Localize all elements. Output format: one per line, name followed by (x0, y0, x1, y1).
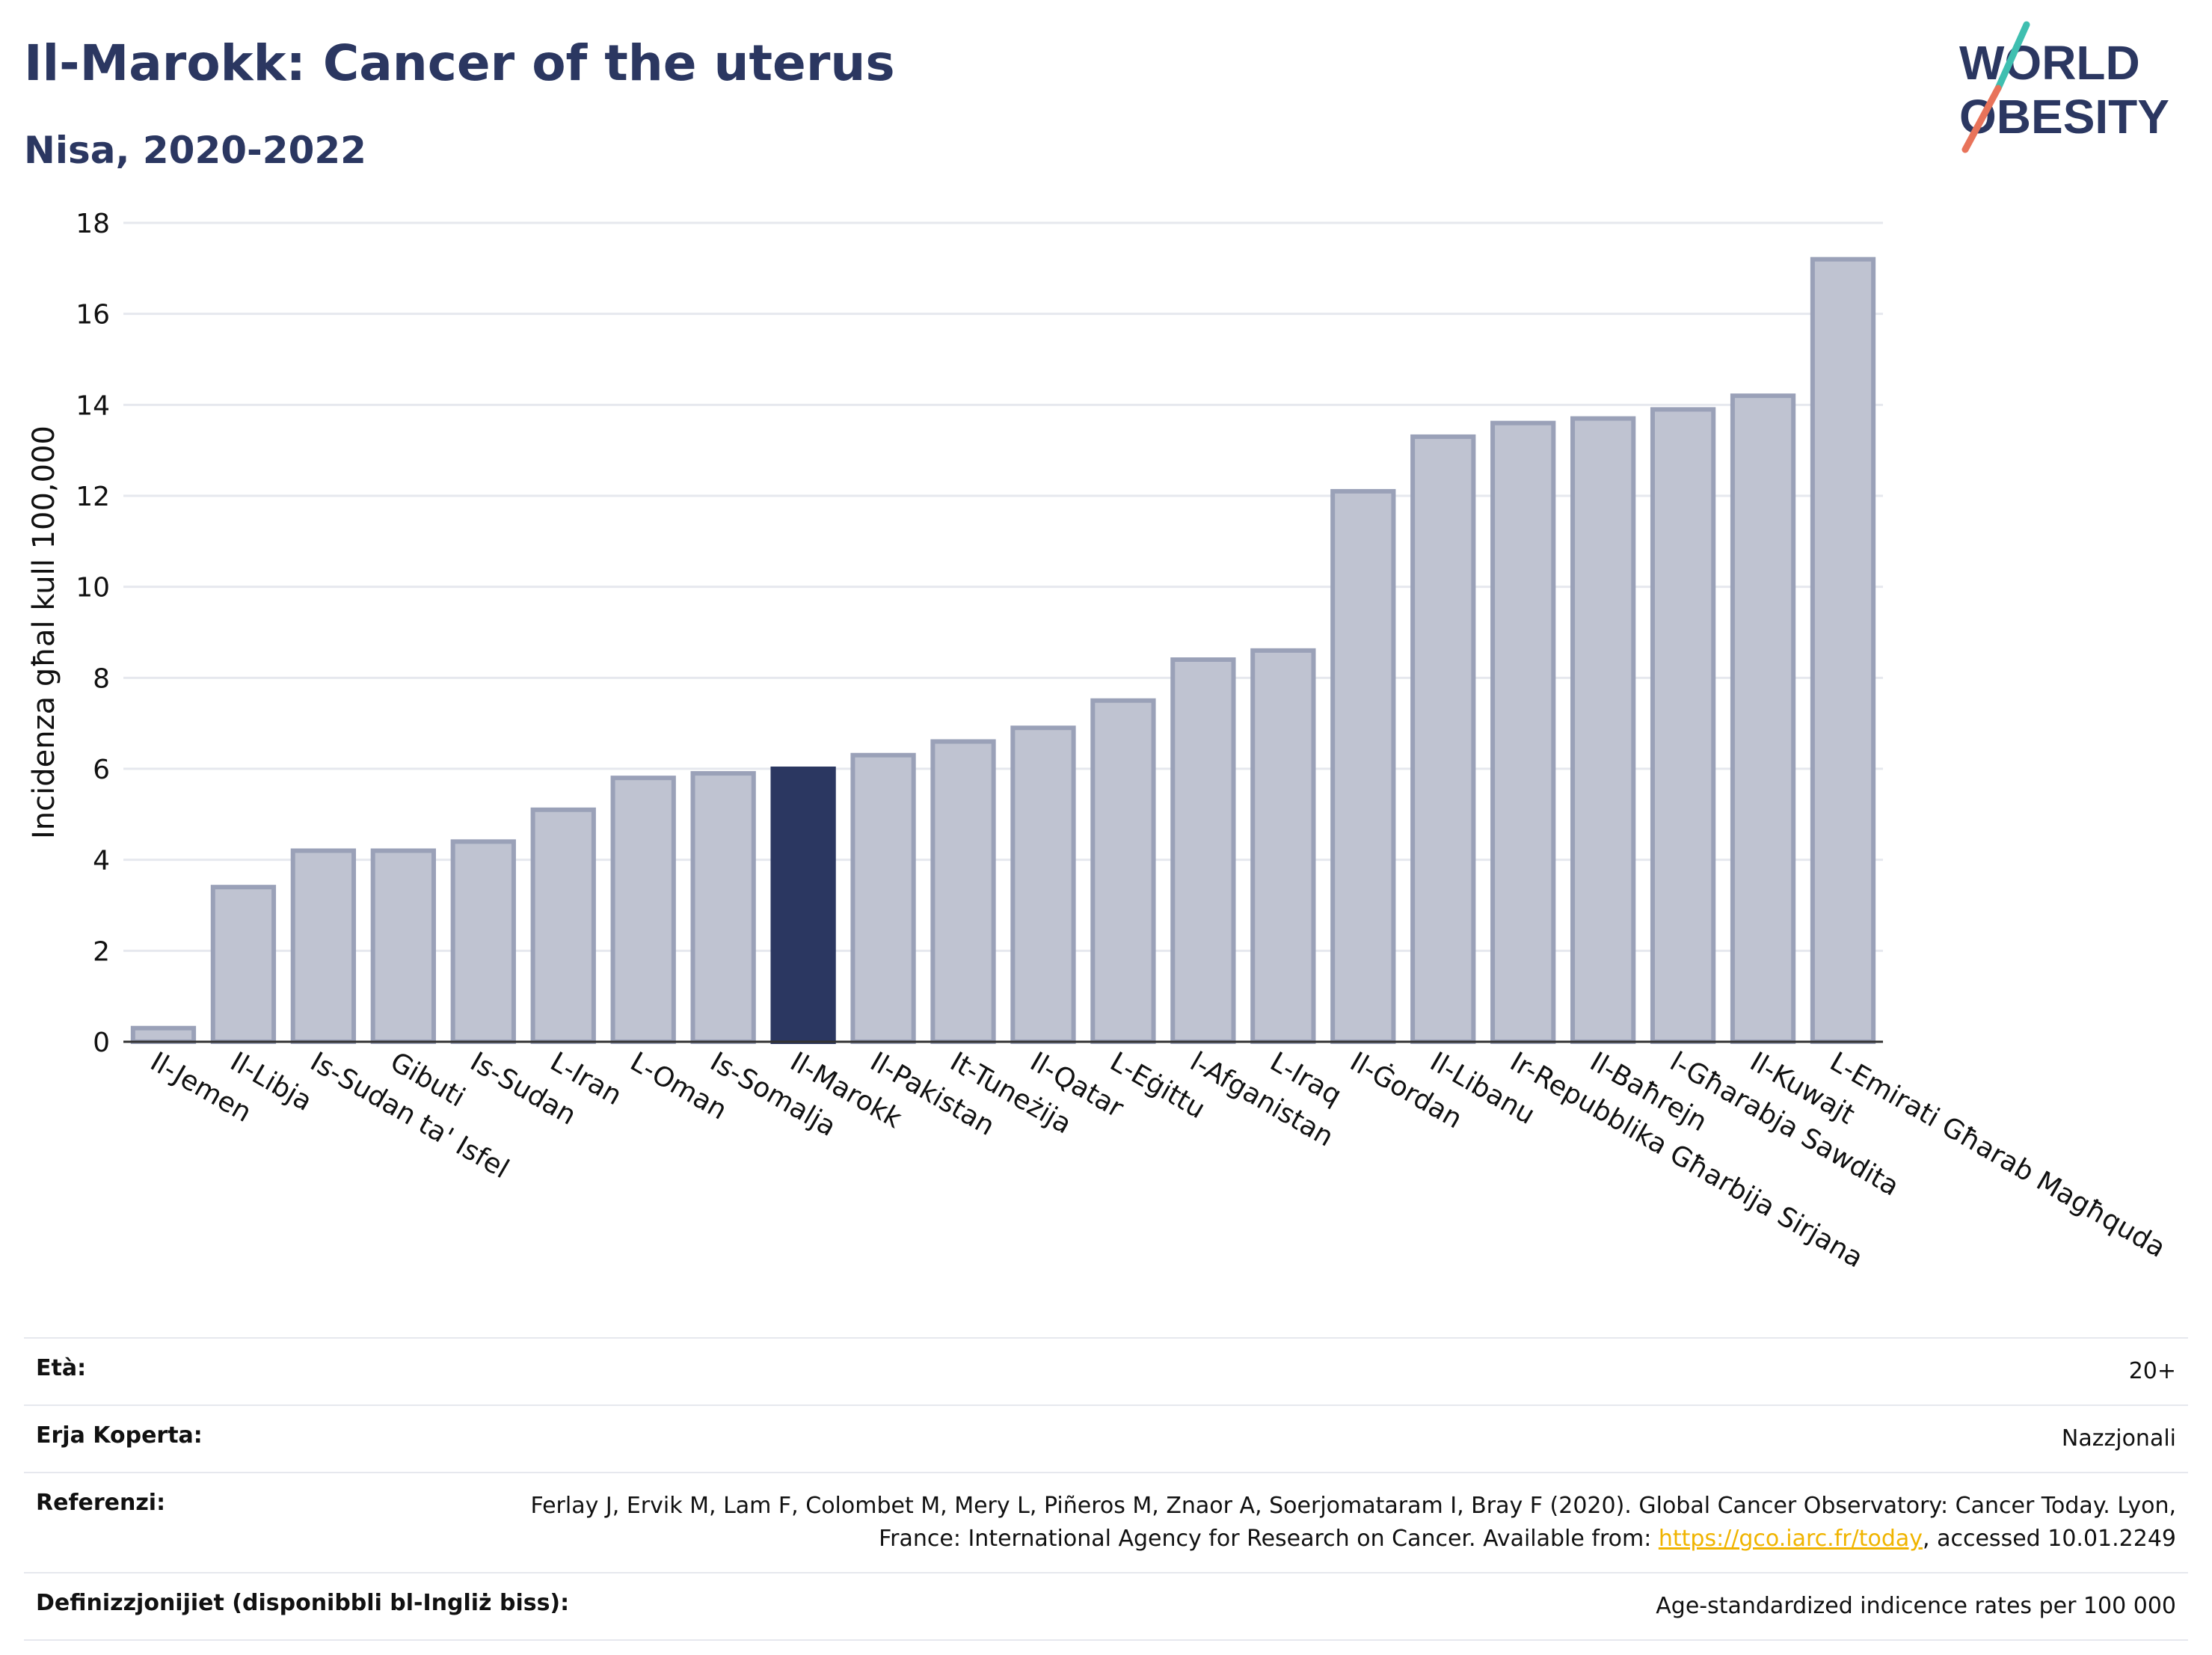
bar (1010, 725, 1076, 1044)
bar (1330, 488, 1396, 1044)
y-tick-label: 10 (76, 573, 110, 604)
y-tick-label: 18 (76, 209, 110, 239)
bar (1090, 698, 1156, 1044)
logo-slash-top (1994, 21, 2030, 92)
bar (1570, 416, 1636, 1044)
info-row-age: Età: 20+ (24, 1337, 2188, 1404)
bar (930, 739, 996, 1044)
info-value-definitions: Age-standardized indicence rates per 100… (1656, 1593, 2176, 1619)
bar (850, 752, 916, 1044)
bar (290, 848, 357, 1044)
chart-subtitle: Nisa, 2020-2022 (24, 129, 366, 172)
reference-accessed: , accessed 10.01.2249 (1923, 1526, 2176, 1552)
bars (130, 257, 1876, 1045)
info-value-references: Ferlay J, Ervik M, Lam F, Colombet M, Me… (456, 1490, 2176, 1556)
y-tick-label: 16 (76, 300, 110, 331)
logo-slash-bottom (1961, 85, 2002, 153)
bar (450, 839, 516, 1045)
bar (1170, 657, 1236, 1044)
logo-line1: WORLD (1959, 36, 2140, 90)
bar (770, 767, 836, 1044)
y-tick-label: 6 (93, 755, 110, 785)
world-obesity-logo: WORLD OBESITY (1959, 21, 2169, 153)
bar-chart: 0 2 4 6 8 10 12 14 16 18 Il-JemenIl-LibjaIs-Sudan… (27, 209, 2171, 1274)
bar (1410, 434, 1476, 1044)
info-table: Età: 20+ Erja Koperta: Nazzjonali Refere… (24, 1337, 2188, 1641)
y-tick-label: 2 (93, 936, 110, 967)
y-tick-label: 0 (93, 1028, 110, 1058)
bar (610, 776, 676, 1044)
info-value-age: 20+ (2128, 1358, 2176, 1384)
y-axis-title: Incidenza għal kull 100,000 (27, 426, 61, 839)
y-tick-labels: 0 2 4 6 8 10 12 14 16 18 (76, 209, 110, 1058)
y-tick-label: 4 (93, 846, 110, 876)
bar (370, 848, 436, 1044)
bar (530, 807, 596, 1044)
bar (1250, 648, 1316, 1044)
bar (1650, 407, 1716, 1044)
info-row-references: Referenzi: Ferlay J, Ervik M, Lam F, Col… (24, 1472, 2188, 1572)
info-label-definitions: Definizzjonijiet (disponibbli bl-Ingliż … (36, 1590, 570, 1616)
info-value-area: Nazzjonali (2061, 1425, 2176, 1452)
bar (1810, 257, 1876, 1045)
bar (1730, 393, 1796, 1044)
bar (690, 771, 756, 1045)
chart-title: Il-Marokk: Cancer of the uterus (24, 34, 895, 92)
y-tick-label: 12 (76, 482, 110, 512)
reference-link[interactable]: https://gco.iarc.fr/today (1658, 1526, 1923, 1552)
info-label-age: Età: (36, 1355, 87, 1381)
info-row-definitions: Definizzjonijiet (disponibbli bl-Ingliż … (24, 1572, 2188, 1641)
x-tick-label: L-Emirati Għarab Magħquda (1825, 1046, 2170, 1264)
y-tick-label: 8 (93, 663, 110, 694)
bar (210, 885, 277, 1044)
reference-text: Ferlay J, Ervik M, Lam F, Colombet M, Me… (530, 1493, 2176, 1552)
bar (130, 1025, 197, 1044)
bar (1490, 420, 1556, 1044)
info-label-references: Referenzi: (36, 1490, 166, 1516)
info-label-area: Erja Koperta: (36, 1422, 203, 1449)
info-row-area: Erja Koperta: Nazzjonali (24, 1404, 2188, 1472)
y-tick-label: 14 (76, 390, 110, 421)
